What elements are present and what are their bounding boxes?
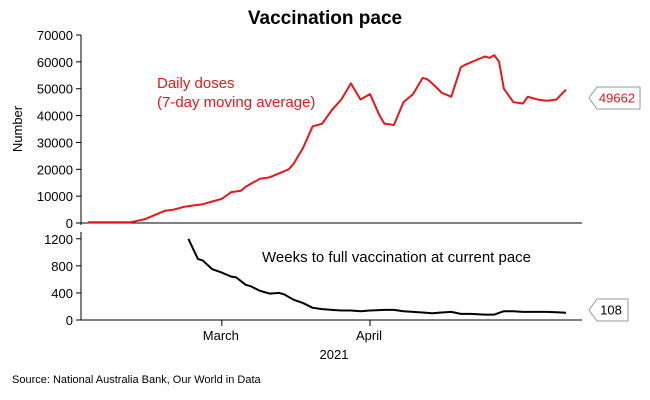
x-tick-label: April [356, 328, 382, 343]
source-note: Source: National Australia Bank, Our Wor… [12, 374, 261, 386]
top-y-tick-label: 10000 [37, 189, 73, 204]
weeks-end-value: 108 [600, 303, 622, 318]
daily-doses-end-callout [588, 86, 641, 110]
bottom-y-tick-label: 800 [51, 259, 73, 274]
daily-doses-end-value: 49662 [599, 91, 635, 106]
chart-title: Vaccination pace [247, 8, 403, 29]
top-y-tick-label: 50000 [37, 82, 73, 97]
top-y-tick-label: 30000 [37, 135, 73, 150]
top-y-tick-label: 0 [66, 216, 73, 231]
weeks-to-full-vaccination-panel: 0 400 800 1200 March April 2021 Weeks to full v… [44, 232, 629, 362]
bottom-y-tick-label: 1200 [44, 232, 73, 247]
weeks-end-callout [588, 298, 629, 322]
x-axis-label: 2021 [320, 347, 349, 362]
top-y-tick-label: 40000 [37, 109, 73, 124]
bottom-y-tick-label: 400 [51, 286, 73, 301]
top-y-tick-label: 20000 [37, 162, 73, 177]
top-y-tick-label: 60000 [37, 55, 73, 70]
top-y-axis-label: Number [10, 105, 25, 152]
daily-doses-panel: 0 10000 20000 30000 40000 50000 60000 70000 Numb… [10, 28, 641, 231]
bottom-y-tick-label: 0 [66, 313, 73, 328]
weeks-to-vaccination-label: Weeks to full vaccination at current pac… [262, 249, 531, 266]
daily-doses-label: Daily doses (7-day moving average) [157, 75, 315, 111]
top-y-tick-label: 70000 [37, 28, 73, 43]
x-tick-label: March [203, 328, 239, 343]
